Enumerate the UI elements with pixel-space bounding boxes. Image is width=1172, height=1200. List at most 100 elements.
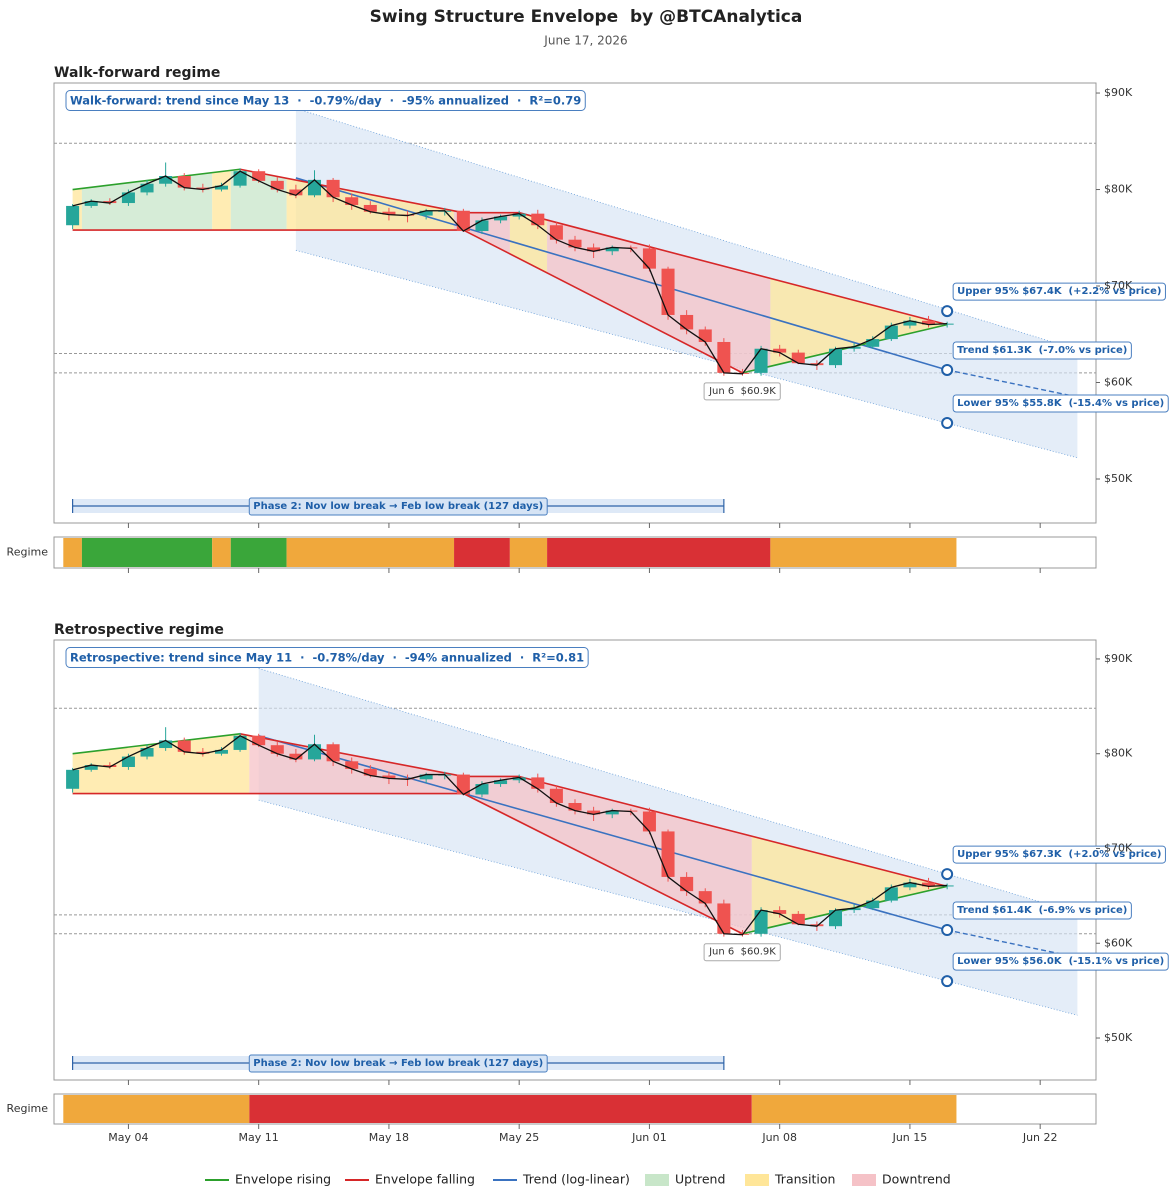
phase-label: Phase 2: Nov low break → Feb low break (… (253, 1058, 543, 1069)
candle-body (177, 176, 191, 188)
candle-body (642, 248, 656, 269)
candle-body (475, 784, 489, 795)
candle-body (345, 761, 359, 769)
legend-label: Transition (774, 1172, 835, 1187)
candle-body (717, 903, 731, 934)
candle-body (680, 876, 694, 892)
forecast-marker (941, 868, 954, 881)
forecast-label-box (952, 901, 1132, 920)
forecast-marker (941, 363, 954, 376)
candle-body (754, 348, 768, 373)
y-tick-label: $80K (1104, 747, 1133, 760)
candle-body (345, 197, 359, 205)
candle-body (922, 882, 936, 887)
candle-body (289, 753, 303, 760)
candle-body (847, 908, 861, 911)
panel-title: Retrospective regime (54, 622, 224, 638)
x-tick-label: May 11 (239, 1131, 279, 1144)
candle-body (252, 735, 266, 746)
regime-span (770, 538, 957, 567)
legend-label: Envelope rising (235, 1172, 331, 1187)
candle-body (866, 900, 880, 909)
regime-span (286, 538, 455, 567)
trend-line (295, 177, 948, 371)
band-edge (258, 799, 1078, 1016)
x-tick-label: Jun 01 (631, 1131, 667, 1144)
candle-body (903, 320, 917, 326)
candle-body (140, 748, 154, 757)
low-label: Jun 6 $60.9K (708, 947, 776, 958)
candle-body (456, 210, 470, 232)
candle-body (605, 810, 619, 815)
envelope-line (518, 211, 948, 326)
forecast-marker (941, 975, 954, 988)
candle-body (494, 780, 508, 785)
low-label-box (703, 382, 781, 401)
candle-body (587, 247, 601, 252)
candle-body (698, 891, 712, 904)
envelope-line (462, 792, 743, 935)
y-tick-label: $50K (1104, 472, 1133, 485)
envelope-line (239, 168, 464, 214)
candle-body (903, 882, 917, 888)
candle-body (103, 201, 117, 204)
envelope-line (239, 733, 464, 778)
envelope-line (518, 775, 948, 888)
x-tick-label: Jun 08 (761, 1131, 797, 1144)
candle-body (531, 213, 545, 226)
candle-body (196, 751, 210, 754)
info-box-box (65, 90, 586, 111)
x-tick-label: May 25 (499, 1131, 539, 1144)
x-tick-label: May 04 (108, 1131, 148, 1144)
candle-body (884, 325, 898, 340)
envelope-line (742, 323, 948, 374)
x-tick-label: May 18 (369, 1131, 409, 1144)
candle-body (233, 171, 247, 186)
regime-span (547, 538, 771, 567)
info-box: Walk-forward: trend since May 13 · -0.79… (70, 94, 581, 108)
y-tick-label: $60K (1104, 936, 1133, 949)
forecast-label: Lower 95% $56.0K (-15.1% vs price) (957, 956, 1164, 967)
forecast-label: Upper 95% $67.4K (+2.2% vs price) (957, 286, 1161, 297)
candle-body (773, 910, 787, 914)
page-subtitle: June 17, 2026 (543, 34, 627, 48)
regime-span (751, 1095, 957, 1123)
candle-body (661, 268, 675, 315)
candle-body (605, 247, 619, 252)
candle-body (717, 341, 731, 373)
close-line (72, 734, 948, 936)
legend-swatch (645, 1174, 669, 1186)
envelope-line (462, 229, 743, 374)
regime-fill (751, 836, 948, 932)
candle-body (568, 239, 582, 248)
y-tick-label: $50K (1104, 1031, 1133, 1044)
candle-body (84, 201, 98, 206)
candle-body (66, 205, 80, 226)
candle-body (270, 180, 284, 190)
forecast-label: Lower 95% $55.8K (-15.4% vs price) (957, 398, 1164, 409)
regime-fill (547, 219, 771, 373)
candle-body (307, 179, 322, 196)
candle-body (382, 775, 396, 779)
candle-body (884, 887, 898, 901)
candle-body (289, 189, 303, 196)
candle-body (363, 204, 377, 212)
candle-body (177, 740, 191, 752)
candle-body (549, 788, 563, 803)
regime-span (230, 538, 287, 567)
candle-body (382, 211, 396, 215)
candle-body (754, 910, 768, 934)
forecast-label-box (952, 282, 1166, 301)
candle-body (326, 179, 340, 198)
phase-label-box (248, 1054, 548, 1073)
x-tick-label: Jun 15 (892, 1131, 928, 1144)
low-label-box (703, 943, 781, 962)
forecast-label: Trend $61.4K (-6.9% vs price) (957, 905, 1127, 916)
legend-swatch (852, 1174, 876, 1186)
forecast-label-box (952, 845, 1166, 864)
candle-body (307, 744, 322, 760)
forecast-marker (941, 305, 954, 318)
candle-body (549, 225, 563, 240)
legend-swatch (745, 1174, 769, 1186)
